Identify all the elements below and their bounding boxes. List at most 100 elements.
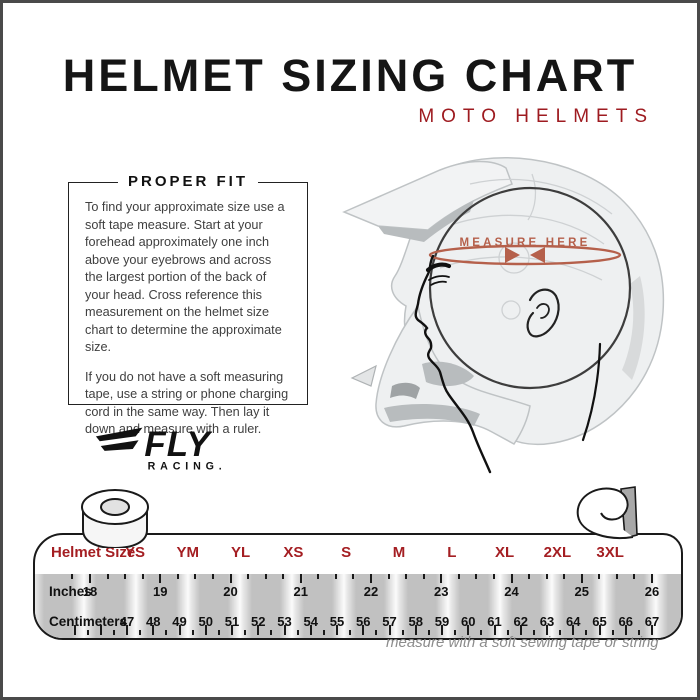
tape-scale-band: Helmet Size Inches Centimeters YS YM YL XS S… (33, 533, 683, 640)
tape-cm-value: 53 (277, 614, 292, 629)
tape-tick (244, 630, 247, 635)
tape-tick (299, 574, 302, 583)
tape-size-label: 3XL (596, 544, 624, 561)
tape-tick (309, 625, 312, 635)
tape-tick (296, 630, 299, 635)
tape-tick (492, 574, 495, 579)
tape-cm-value: 67 (644, 614, 660, 629)
tape-cm-value: 47 (119, 614, 135, 629)
tape-tick (247, 574, 250, 579)
centimeters-row-label: Centimeters (49, 614, 128, 629)
tape-cm-value: 59 (434, 614, 450, 629)
tape-tick (546, 625, 548, 635)
measure-arrow-right-icon (505, 247, 520, 263)
page-subtitle: MOTO HELMETS (418, 106, 654, 127)
tape-tick (580, 574, 583, 583)
tape-size-label: XL (495, 544, 515, 561)
face-profile (414, 254, 602, 474)
tape-curl-graphic (576, 486, 638, 540)
tape-size-label: 2XL (543, 544, 572, 561)
tape-tick (475, 574, 478, 579)
tape-cm-value: 61 (487, 614, 502, 629)
tape-cm-value: 55 (329, 614, 345, 629)
logo-racing-text: RACING. (148, 460, 227, 472)
tape-cm-value: 51 (224, 614, 240, 629)
neck-line (581, 342, 602, 442)
tape-tick (178, 625, 181, 635)
tape-tick (427, 630, 430, 635)
tape-inch-value: 18 (82, 584, 98, 599)
tape-tick (257, 625, 260, 635)
helmet-side-vent (350, 364, 377, 387)
tape-tick (352, 574, 355, 579)
tape-tick (519, 625, 522, 635)
tape-tick (480, 630, 483, 635)
proper-fit-paragraph-1: To find your approximate size use a soft… (85, 200, 285, 355)
tape-caption: measure with a soft sewing tape or strin… (386, 634, 659, 651)
helmet-measurement-illustration: MEASURE HERE (342, 157, 665, 474)
tape-tick (217, 630, 220, 635)
tape-tick (440, 574, 443, 583)
logo-speed-slash-icon (100, 440, 139, 451)
tape-cm-value: 58 (408, 614, 423, 629)
tape-tick (454, 630, 457, 635)
proper-fit-box: PROPER FIT To find your approximate size… (68, 173, 308, 436)
tape-tick (362, 625, 365, 635)
measure-here-label: MEASURE HERE (459, 237, 590, 249)
proper-fit-title: PROPER FIT (117, 173, 259, 190)
tape-cm-value: 49 (172, 614, 187, 629)
tape-tick (598, 625, 601, 635)
tape-cm-value: 66 (618, 614, 633, 629)
tape-size-label: YL (231, 544, 251, 561)
tape-tick (139, 630, 142, 635)
head-circumference-circle (428, 186, 632, 390)
tape-tick (141, 574, 144, 579)
page-title: HELMET SIZING CHART (62, 50, 638, 101)
tape-tick (493, 625, 496, 635)
tape-inch-value: 19 (153, 584, 168, 599)
helmet-size-row-label: Helmet Size (51, 544, 136, 561)
tape-tick (388, 625, 391, 635)
tape-cm-value: 64 (566, 614, 581, 629)
tape-size-label: XS (283, 544, 304, 561)
tape-tick (528, 574, 531, 579)
tape-cm-value: 62 (513, 614, 528, 629)
tape-tick (467, 625, 470, 635)
tape-tick (86, 630, 89, 635)
fly-racing-logo: FLY RACING. (95, 425, 227, 472)
tape-size-label: S (341, 544, 352, 561)
tape-tick (231, 625, 233, 635)
sizing-tape: Helmet Size Inches Centimeters YS YM YL XS S… (30, 480, 688, 656)
inches-row-label: Inches (49, 584, 92, 599)
logo-fly-text: FLY (144, 425, 212, 464)
tape-tick (532, 630, 535, 635)
tape-cm-value: 50 (198, 614, 213, 629)
tape-inch-value: 20 (223, 584, 238, 599)
tape-tick (176, 574, 179, 579)
tape-tick (191, 630, 194, 635)
tape-tick (414, 625, 417, 635)
tape-tick (637, 630, 640, 635)
logo-speed-slash-icon (95, 427, 143, 442)
tape-tick (126, 625, 128, 635)
tape-tick (336, 625, 338, 635)
helmet-cheek-accent (422, 361, 474, 387)
tape-tick (375, 630, 378, 635)
tape-inch-value: 24 (504, 584, 519, 599)
tape-cm-value: 60 (461, 614, 476, 629)
tape-tick (422, 574, 425, 579)
tape-inch-value: 26 (644, 584, 660, 599)
tape-tick (270, 630, 273, 635)
tape-tick (99, 625, 102, 635)
tape-tick (405, 574, 408, 579)
tape-size-label: L (447, 544, 457, 561)
tape-tick (349, 630, 352, 635)
tape-tick (506, 630, 509, 635)
tape-tick (441, 625, 443, 635)
tape-tick (559, 630, 562, 635)
tape-cm-value: 56 (356, 614, 371, 629)
tape-tick (71, 574, 74, 579)
tape-tick (282, 574, 285, 579)
tape-cm-value: 52 (251, 614, 266, 629)
